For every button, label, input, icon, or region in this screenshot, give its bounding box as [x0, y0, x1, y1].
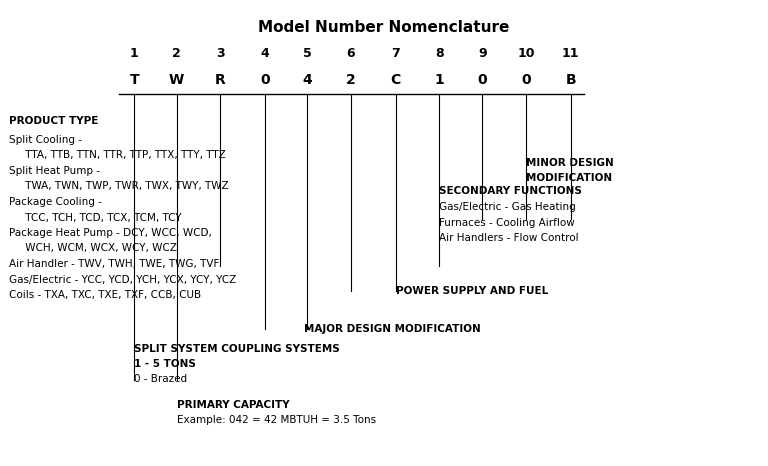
Text: 0: 0 [478, 73, 487, 87]
Text: POWER SUPPLY AND FUEL: POWER SUPPLY AND FUEL [396, 286, 548, 296]
Text: PRIMARY CAPACITY: PRIMARY CAPACITY [177, 400, 290, 411]
Text: Air Handler - TWV, TWH, TWE, TWG, TVF: Air Handler - TWV, TWH, TWE, TWG, TVF [9, 259, 220, 269]
Text: 8: 8 [435, 47, 444, 60]
Text: 1: 1 [435, 73, 444, 87]
Text: Split Heat Pump -: Split Heat Pump - [9, 166, 100, 176]
Text: T: T [130, 73, 139, 87]
Text: TWA, TWN, TWP, TWR, TWX, TWY, TWZ: TWA, TWN, TWP, TWR, TWX, TWY, TWZ [9, 181, 229, 192]
Text: Furnaces - Cooling Airflow: Furnaces - Cooling Airflow [439, 218, 575, 228]
Text: SECONDARY FUNCTIONS: SECONDARY FUNCTIONS [439, 186, 582, 196]
Text: WCH, WCM, WCX, WCY, WCZ: WCH, WCM, WCX, WCY, WCZ [9, 243, 177, 254]
Text: 4: 4 [260, 47, 270, 60]
Text: 0: 0 [521, 73, 531, 87]
Text: 10: 10 [518, 47, 535, 60]
Text: 4: 4 [303, 73, 312, 87]
Text: 2: 2 [172, 47, 181, 60]
Text: 1 - 5 TONS: 1 - 5 TONS [134, 359, 197, 370]
Text: MAJOR DESIGN MODIFICATION: MAJOR DESIGN MODIFICATION [304, 323, 481, 334]
Text: R: R [215, 73, 226, 87]
Text: 0: 0 [260, 73, 270, 87]
Text: PRODUCT TYPE: PRODUCT TYPE [9, 116, 98, 126]
Text: 0 - Brazed: 0 - Brazed [134, 374, 187, 384]
Text: W: W [169, 73, 184, 87]
Text: Split Cooling -: Split Cooling - [9, 135, 82, 145]
Text: 1: 1 [130, 47, 139, 60]
Text: MODIFICATION: MODIFICATION [526, 173, 612, 183]
Text: Gas/Electric - YCC, YCD, YCH, YCX, YCY, YCZ: Gas/Electric - YCC, YCD, YCH, YCX, YCY, … [9, 274, 237, 285]
Text: 5: 5 [303, 47, 312, 60]
Text: 9: 9 [478, 47, 487, 60]
Text: Air Handlers - Flow Control: Air Handlers - Flow Control [439, 233, 579, 243]
Text: SPLIT SYSTEM COUPLING SYSTEMS: SPLIT SYSTEM COUPLING SYSTEMS [134, 344, 340, 355]
Text: TCC, TCH, TCD, TCX, TCM, TCY: TCC, TCH, TCD, TCX, TCM, TCY [9, 212, 182, 223]
Text: 7: 7 [391, 47, 400, 60]
Text: 2: 2 [346, 73, 356, 87]
Text: C: C [390, 73, 401, 87]
Text: 11: 11 [562, 47, 579, 60]
Text: B: B [565, 73, 576, 87]
Text: Coils - TXA, TXC, TXE, TXF, CCB, CUB: Coils - TXA, TXC, TXE, TXF, CCB, CUB [9, 290, 201, 300]
Text: Example: 042 = 42 MBTUH = 3.5 Tons: Example: 042 = 42 MBTUH = 3.5 Tons [177, 415, 376, 425]
Text: Package Cooling -: Package Cooling - [9, 197, 102, 207]
Text: 3: 3 [216, 47, 225, 60]
Text: 6: 6 [346, 47, 356, 60]
Text: TTA, TTB, TTN, TTR, TTP, TTX, TTY, TTZ: TTA, TTB, TTN, TTR, TTP, TTX, TTY, TTZ [9, 150, 226, 160]
Text: Gas/Electric - Gas Heating: Gas/Electric - Gas Heating [439, 202, 576, 212]
Text: MINOR DESIGN: MINOR DESIGN [526, 158, 614, 168]
Text: Model Number Nomenclature: Model Number Nomenclature [258, 20, 510, 34]
Text: Package Heat Pump - DCY, WCC, WCD,: Package Heat Pump - DCY, WCC, WCD, [9, 228, 212, 238]
